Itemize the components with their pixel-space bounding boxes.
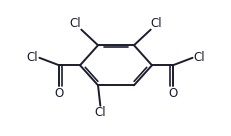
Text: Cl: Cl: [193, 51, 204, 64]
Text: Cl: Cl: [69, 17, 81, 30]
Text: Cl: Cl: [150, 17, 162, 30]
Text: O: O: [54, 87, 64, 100]
Text: Cl: Cl: [27, 51, 38, 64]
Text: Cl: Cl: [94, 106, 106, 119]
Text: O: O: [167, 87, 177, 100]
